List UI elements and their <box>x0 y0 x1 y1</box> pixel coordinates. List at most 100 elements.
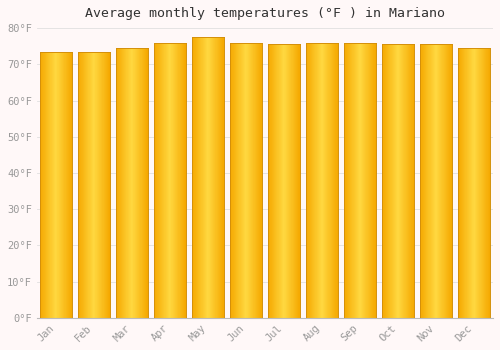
Bar <box>163 43 164 318</box>
Bar <box>255 43 256 318</box>
Bar <box>230 43 231 318</box>
Bar <box>66 51 67 318</box>
Bar <box>259 43 260 318</box>
Bar <box>261 43 262 318</box>
Bar <box>420 44 421 318</box>
Bar <box>271 44 272 318</box>
Bar <box>217 37 218 318</box>
Bar <box>428 44 429 318</box>
Bar <box>364 43 365 318</box>
Bar <box>64 51 65 318</box>
Bar <box>142 48 143 318</box>
Bar <box>447 44 448 318</box>
Bar <box>168 43 169 318</box>
Bar <box>344 43 345 318</box>
Bar <box>139 48 140 318</box>
Bar <box>68 51 70 318</box>
Bar <box>458 48 459 318</box>
Bar <box>237 43 238 318</box>
Bar <box>360 43 361 318</box>
Bar <box>53 51 54 318</box>
Bar <box>363 43 364 318</box>
Bar <box>276 44 277 318</box>
Bar <box>123 48 124 318</box>
Bar <box>357 43 358 318</box>
Bar <box>169 43 170 318</box>
Bar <box>383 44 384 318</box>
Bar <box>89 51 90 318</box>
Bar <box>243 43 244 318</box>
Bar <box>281 44 282 318</box>
Bar <box>182 43 183 318</box>
Bar <box>131 48 132 318</box>
Bar <box>373 43 374 318</box>
Bar <box>298 44 299 318</box>
Bar <box>162 43 163 318</box>
Bar <box>283 44 284 318</box>
Bar <box>351 43 352 318</box>
Bar <box>391 44 392 318</box>
Bar <box>274 44 275 318</box>
Bar <box>484 48 485 318</box>
Bar <box>346 43 347 318</box>
Bar <box>239 43 240 318</box>
Bar <box>67 51 68 318</box>
Bar <box>167 43 168 318</box>
Bar <box>83 51 84 318</box>
Bar <box>157 43 158 318</box>
Bar <box>136 48 137 318</box>
Bar <box>270 44 271 318</box>
Bar <box>468 48 469 318</box>
Bar <box>404 44 405 318</box>
Bar <box>297 44 298 318</box>
Bar <box>423 44 424 318</box>
Bar <box>450 44 451 318</box>
Bar <box>46 51 47 318</box>
Bar <box>171 43 172 318</box>
Bar <box>400 44 401 318</box>
Bar <box>320 43 321 318</box>
Bar <box>311 43 312 318</box>
Bar <box>98 51 99 318</box>
Bar <box>329 43 330 318</box>
Bar <box>353 43 354 318</box>
Bar <box>97 51 98 318</box>
Bar <box>487 48 488 318</box>
Bar <box>412 44 413 318</box>
Bar <box>166 43 167 318</box>
Bar <box>284 44 285 318</box>
Bar <box>332 43 334 318</box>
Bar <box>65 51 66 318</box>
Bar <box>440 44 441 318</box>
Bar <box>208 37 209 318</box>
Bar <box>361 43 362 318</box>
Bar <box>370 43 371 318</box>
Bar <box>434 44 435 318</box>
Bar <box>178 43 179 318</box>
Bar <box>365 43 366 318</box>
Bar <box>372 43 373 318</box>
Bar <box>242 43 243 318</box>
Bar <box>140 48 141 318</box>
Bar <box>350 43 351 318</box>
Bar <box>222 37 223 318</box>
Bar <box>445 44 446 318</box>
Bar <box>108 51 109 318</box>
Bar <box>54 51 56 318</box>
Bar <box>173 43 174 318</box>
Bar <box>446 44 447 318</box>
Bar <box>280 44 281 318</box>
Bar <box>198 37 200 318</box>
Bar <box>82 51 83 318</box>
Bar <box>442 44 443 318</box>
Bar <box>275 44 276 318</box>
Bar <box>371 43 372 318</box>
Bar <box>52 51 53 318</box>
Bar <box>397 44 398 318</box>
Bar <box>315 43 316 318</box>
Bar <box>128 48 129 318</box>
Bar <box>269 44 270 318</box>
Bar <box>362 43 363 318</box>
Bar <box>236 43 237 318</box>
Bar <box>257 43 258 318</box>
